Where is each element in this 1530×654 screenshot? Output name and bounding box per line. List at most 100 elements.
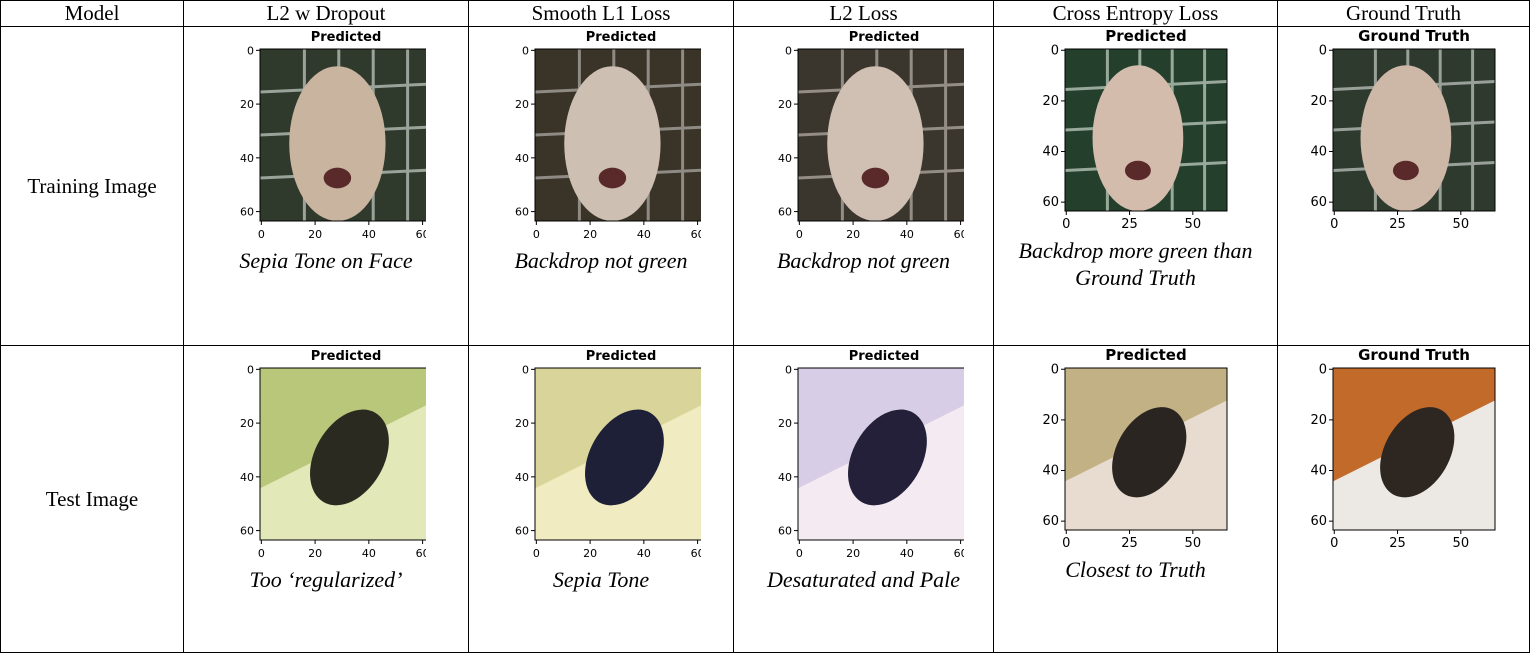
x-tick-label: 60 — [691, 547, 701, 560]
leopard — [1360, 65, 1451, 211]
image-cell: Predicted02040600204060Backdrop not gree… — [734, 27, 994, 346]
caption: Desaturated and Pale — [734, 566, 993, 593]
y-tick-label: 0 — [1318, 362, 1326, 377]
x-tick-label: 25 — [1389, 217, 1406, 232]
mouth — [1392, 161, 1418, 180]
plot: Predicted02040600204060 — [226, 27, 426, 243]
image-cell: Predicted020406002550Backdrop more green… — [994, 27, 1278, 346]
x-tick-label: 0 — [795, 547, 802, 560]
plot-title: Ground Truth — [1358, 346, 1470, 364]
y-tick-label: 0 — [785, 363, 792, 376]
plot-title: Ground Truth — [1358, 27, 1470, 45]
y-tick-label: 20 — [1042, 94, 1059, 109]
y-tick-label: 0 — [522, 363, 529, 376]
plot: Predicted02040600204060 — [764, 27, 964, 243]
image-cell: Predicted02040600204060Sepia Tone on Fac… — [184, 27, 469, 346]
column-header: Ground Truth — [1278, 1, 1530, 27]
column-header: Cross Entropy Loss — [994, 1, 1278, 27]
y-tick-label: 40 — [1042, 145, 1059, 160]
x-tick-label: 20 — [308, 228, 322, 241]
x-tick-label: 25 — [1389, 536, 1406, 551]
plot-title: Predicted — [311, 349, 382, 364]
x-tick-label: 0 — [258, 547, 265, 560]
image — [798, 368, 964, 540]
column-header: Model — [1, 1, 184, 27]
y-tick-label: 20 — [515, 98, 529, 111]
leopard — [289, 66, 385, 221]
y-tick-label: 20 — [240, 417, 254, 430]
y-tick-label: 20 — [1310, 413, 1327, 428]
x-tick-label: 20 — [846, 547, 860, 560]
image — [260, 368, 426, 540]
x-tick-label: 50 — [1452, 536, 1469, 551]
x-tick-label: 40 — [637, 228, 651, 241]
x-tick-label: 60 — [416, 228, 426, 241]
mouth — [1124, 161, 1150, 180]
y-tick-label: 0 — [1318, 43, 1326, 58]
plot-title: Predicted — [848, 349, 919, 364]
x-tick-label: 50 — [1452, 217, 1469, 232]
y-tick-label: 40 — [1310, 464, 1327, 479]
y-tick-label: 60 — [1042, 514, 1059, 529]
image — [260, 49, 426, 221]
mouth — [599, 168, 627, 189]
y-tick-label: 20 — [778, 98, 792, 111]
image — [1333, 368, 1495, 530]
column-header: Smooth L1 Loss — [469, 1, 734, 27]
x-tick-label: 40 — [899, 228, 913, 241]
row-label: Test Image — [1, 346, 184, 653]
y-tick-label: 40 — [1042, 464, 1059, 479]
plot: Predicted020406002550 — [1031, 346, 1241, 552]
column-header: L2 Loss — [734, 1, 994, 27]
y-tick-label: 40 — [515, 152, 529, 165]
y-tick-label: 40 — [240, 471, 254, 484]
y-tick-label: 60 — [1310, 195, 1327, 210]
x-tick-label: 60 — [416, 547, 426, 560]
plot: Ground Truth020406002550 — [1299, 27, 1509, 233]
image-cell: Predicted02040600204060Sepia Tone — [469, 346, 734, 653]
column-header: L2 w Dropout — [184, 1, 469, 27]
plot-title: Predicted — [1105, 27, 1186, 45]
leopard — [564, 66, 660, 221]
image-cell: Predicted02040600204060Too ‘regularized’ — [184, 346, 469, 653]
mouth — [324, 168, 352, 189]
y-tick-label: 20 — [1042, 413, 1059, 428]
caption: Sepia Tone on Face — [184, 247, 468, 274]
caption: Sepia Tone — [469, 566, 733, 593]
y-tick-label: 20 — [240, 98, 254, 111]
x-tick-label: 40 — [362, 228, 376, 241]
x-tick-label: 20 — [583, 547, 597, 560]
leopard — [1092, 65, 1183, 211]
x-tick-label: 0 — [1062, 536, 1070, 551]
caption: Backdrop not green — [734, 247, 993, 274]
x-tick-label: 50 — [1184, 217, 1201, 232]
y-tick-label: 60 — [778, 525, 792, 538]
y-tick-label: 60 — [778, 206, 792, 219]
y-tick-label: 60 — [240, 206, 254, 219]
y-tick-label: 0 — [785, 44, 792, 57]
x-tick-label: 40 — [899, 547, 913, 560]
image — [535, 368, 701, 540]
y-tick-label: 20 — [778, 417, 792, 430]
comparison-table: ModelL2 w DropoutSmooth L1 LossL2 LossCr… — [0, 0, 1530, 653]
x-tick-label: 0 — [795, 228, 802, 241]
image-cell: Predicted02040600204060Backdrop not gree… — [469, 27, 734, 346]
x-tick-label: 60 — [953, 547, 963, 560]
y-tick-label: 20 — [515, 417, 529, 430]
plot-title: Predicted — [586, 349, 657, 364]
table-row: Training ImagePredicted02040600204060Sep… — [1, 27, 1530, 346]
plot-title: Predicted — [586, 30, 657, 45]
y-tick-label: 0 — [247, 363, 254, 376]
page: ModelL2 w DropoutSmooth L1 LossL2 LossCr… — [0, 0, 1530, 654]
mouth — [861, 168, 889, 189]
y-tick-label: 60 — [240, 525, 254, 538]
x-tick-label: 50 — [1184, 536, 1201, 551]
plot: Ground Truth020406002550 — [1299, 346, 1509, 552]
plot: Predicted02040600204060 — [764, 346, 964, 562]
caption: Closest to Truth — [994, 556, 1277, 583]
table-row: Test ImagePredicted02040600204060Too ‘re… — [1, 346, 1530, 653]
image — [1333, 49, 1495, 211]
